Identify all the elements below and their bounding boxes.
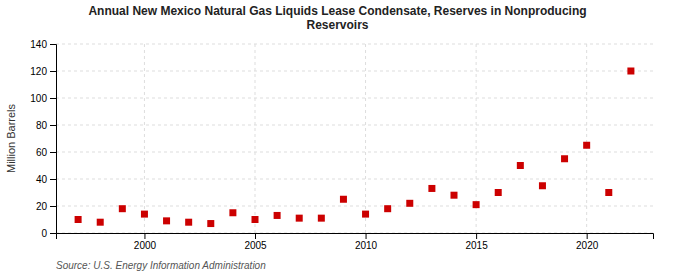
x-axis-tick: 2015 xyxy=(465,233,488,251)
source: Source: U.S. Energy Information Administ… xyxy=(56,260,266,271)
point xyxy=(627,68,634,75)
y-axis-tick-label: 20 xyxy=(36,201,48,212)
point xyxy=(318,215,325,222)
grid-line xyxy=(56,71,653,72)
y-axis-tick-mark xyxy=(50,98,56,99)
grid-line xyxy=(255,44,256,233)
x-axis-tick-label: 2020 xyxy=(576,240,599,251)
y-axis-tick: 60 xyxy=(36,147,56,158)
point xyxy=(340,196,347,203)
y-axis-tick-mark xyxy=(50,44,56,45)
point xyxy=(384,205,391,212)
y-axis-tick-mark xyxy=(50,152,56,153)
y-axis-tick-label: 0 xyxy=(41,228,47,239)
x-axis-tick-label: 2015 xyxy=(465,240,488,251)
y-axis-tick-label: 120 xyxy=(30,66,47,77)
y-axis-tick-label: 140 xyxy=(30,39,47,50)
y-axis-tick-mark xyxy=(50,233,56,234)
y-axis-tick: 140 xyxy=(30,39,56,50)
y-axis-tick: 80 xyxy=(36,120,56,131)
grid-line xyxy=(56,206,653,207)
grid-line xyxy=(56,152,653,153)
grid-line xyxy=(56,179,653,180)
point xyxy=(539,182,546,189)
y-axis-tick: 20 xyxy=(36,201,56,212)
grid-line xyxy=(56,125,653,126)
point xyxy=(141,211,148,218)
plot: 2000 2005 2010 2015 2020 0 20 40 60 80 100 120 140 xyxy=(30,39,653,251)
y-axis-line xyxy=(50,45,57,234)
x-axis-tick-mark xyxy=(587,233,588,239)
point xyxy=(495,189,502,196)
point xyxy=(252,216,259,223)
point xyxy=(296,215,303,222)
point xyxy=(97,219,104,226)
y-axis: 0 20 40 60 80 100 120 140 xyxy=(30,39,56,239)
y-axis-tick-label: 40 xyxy=(36,174,48,185)
x-axis-tick-mark xyxy=(366,233,367,239)
point xyxy=(185,219,192,226)
grid-line xyxy=(144,44,145,233)
x-axis-tick-mark xyxy=(476,233,477,239)
point xyxy=(451,192,458,199)
y-axis-title: Million Barrels xyxy=(5,103,17,173)
grid xyxy=(56,44,653,233)
x-axis-tick-label: 2010 xyxy=(355,240,378,251)
x-axis-tick-mark xyxy=(144,233,145,239)
point xyxy=(583,142,590,149)
y-axis-tick-label: 100 xyxy=(30,93,47,104)
point xyxy=(163,217,170,224)
chart: Annual New Mexico Natural Gas Liquids Le… xyxy=(0,0,675,275)
point xyxy=(517,162,524,169)
y-axis-tick: 0 xyxy=(41,228,56,239)
x-axis-tick-label: 2000 xyxy=(134,240,157,251)
y-axis-tick-label: 80 xyxy=(36,120,48,131)
x-axis: 2000 2005 2010 2015 2020 xyxy=(57,233,654,251)
y-axis-tick-mark xyxy=(50,206,56,207)
grid-line xyxy=(56,44,653,45)
point xyxy=(119,205,126,212)
point xyxy=(406,200,413,207)
point xyxy=(362,211,369,218)
point xyxy=(428,185,435,192)
y-axis-tick-label: 60 xyxy=(36,147,48,158)
title: Annual New Mexico Natural Gas Liquids Le… xyxy=(88,4,586,32)
x-axis-tick: 2000 xyxy=(134,233,157,251)
y-axis-tick-mark xyxy=(50,125,56,126)
point xyxy=(229,209,236,216)
point xyxy=(274,212,281,219)
y-axis-tick: 120 xyxy=(30,66,56,77)
grid-line xyxy=(56,98,653,99)
grid-line xyxy=(365,44,366,233)
point xyxy=(75,216,82,223)
x-axis-tick: 2020 xyxy=(576,233,599,251)
x-axis-tick-mark xyxy=(255,233,256,239)
y-axis-tick: 40 xyxy=(36,174,56,185)
x-axis-tick-label: 2005 xyxy=(244,240,267,251)
x-axis-tick: 2010 xyxy=(355,233,378,251)
point xyxy=(473,201,480,208)
x-axis-line xyxy=(57,234,654,240)
point xyxy=(207,220,214,227)
x-axis-tick: 2005 xyxy=(244,233,267,251)
point xyxy=(561,155,568,162)
points xyxy=(75,68,635,228)
y-axis-tick-mark xyxy=(50,71,56,72)
y-axis-tick-mark xyxy=(50,179,56,180)
point xyxy=(605,189,612,196)
grid-line xyxy=(586,44,587,233)
y-axis-tick: 100 xyxy=(30,93,56,104)
